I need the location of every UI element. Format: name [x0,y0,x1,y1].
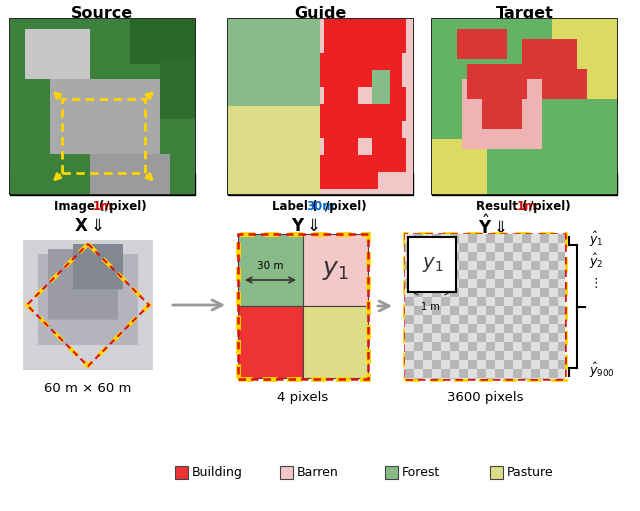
Text: Result (: Result ( [476,199,527,213]
Text: 60 m × 60 m: 60 m × 60 m [44,382,132,394]
Text: Source: Source [72,6,134,21]
Text: $\vdots$: $\vdots$ [589,276,598,290]
Bar [385,466,398,479]
Text: $\hat{y}_2$: $\hat{y}_2$ [589,251,604,270]
Text: Label (: Label ( [272,199,317,213]
Bar [303,234,368,306]
Text: /pixel): /pixel) [104,199,147,213]
Text: $\mathbf{Y}\Downarrow$: $\mathbf{Y}\Downarrow$ [291,217,319,235]
Bar [228,19,413,194]
Text: 30m: 30m [307,199,335,213]
Text: Barren: Barren [297,466,339,478]
Text: Image (: Image ( [54,199,105,213]
Text: 30 m: 30 m [257,261,284,271]
Text: $y_1$: $y_1$ [322,258,349,282]
Text: $y_1$: $y_1$ [422,255,443,274]
Bar [238,306,303,378]
Bar [490,466,503,479]
FancyBboxPatch shape [408,237,456,292]
Text: Forest: Forest [402,466,440,478]
Text: Guide: Guide [294,6,347,21]
Bar [432,19,617,194]
Bar [10,19,195,194]
Text: $\hat{\mathbf{Y}}\Downarrow$: $\hat{\mathbf{Y}}\Downarrow$ [478,215,506,237]
Text: 4 pixels: 4 pixels [277,390,328,404]
Bar [432,173,617,195]
Text: Pasture: Pasture [507,466,554,478]
Text: $\hat{y}_{900}$: $\hat{y}_{900}$ [589,360,615,380]
Text: Target: Target [495,6,554,21]
Bar [303,306,368,378]
Bar [280,466,293,479]
Bar [228,173,413,195]
Bar [10,173,195,195]
Text: /pixel): /pixel) [529,199,571,213]
Bar [238,234,303,306]
Text: Building: Building [192,466,243,478]
Text: $\hat{y}_1$: $\hat{y}_1$ [589,229,604,248]
Text: 1 m: 1 m [421,302,440,312]
Text: 3600 pixels: 3600 pixels [447,390,524,404]
Bar [175,466,188,479]
Text: 1m: 1m [517,199,537,213]
Text: $\mathbf{X}\Downarrow$: $\mathbf{X}\Downarrow$ [74,217,102,235]
Text: /pixel): /pixel) [325,199,367,213]
Text: 1m: 1m [92,199,113,213]
